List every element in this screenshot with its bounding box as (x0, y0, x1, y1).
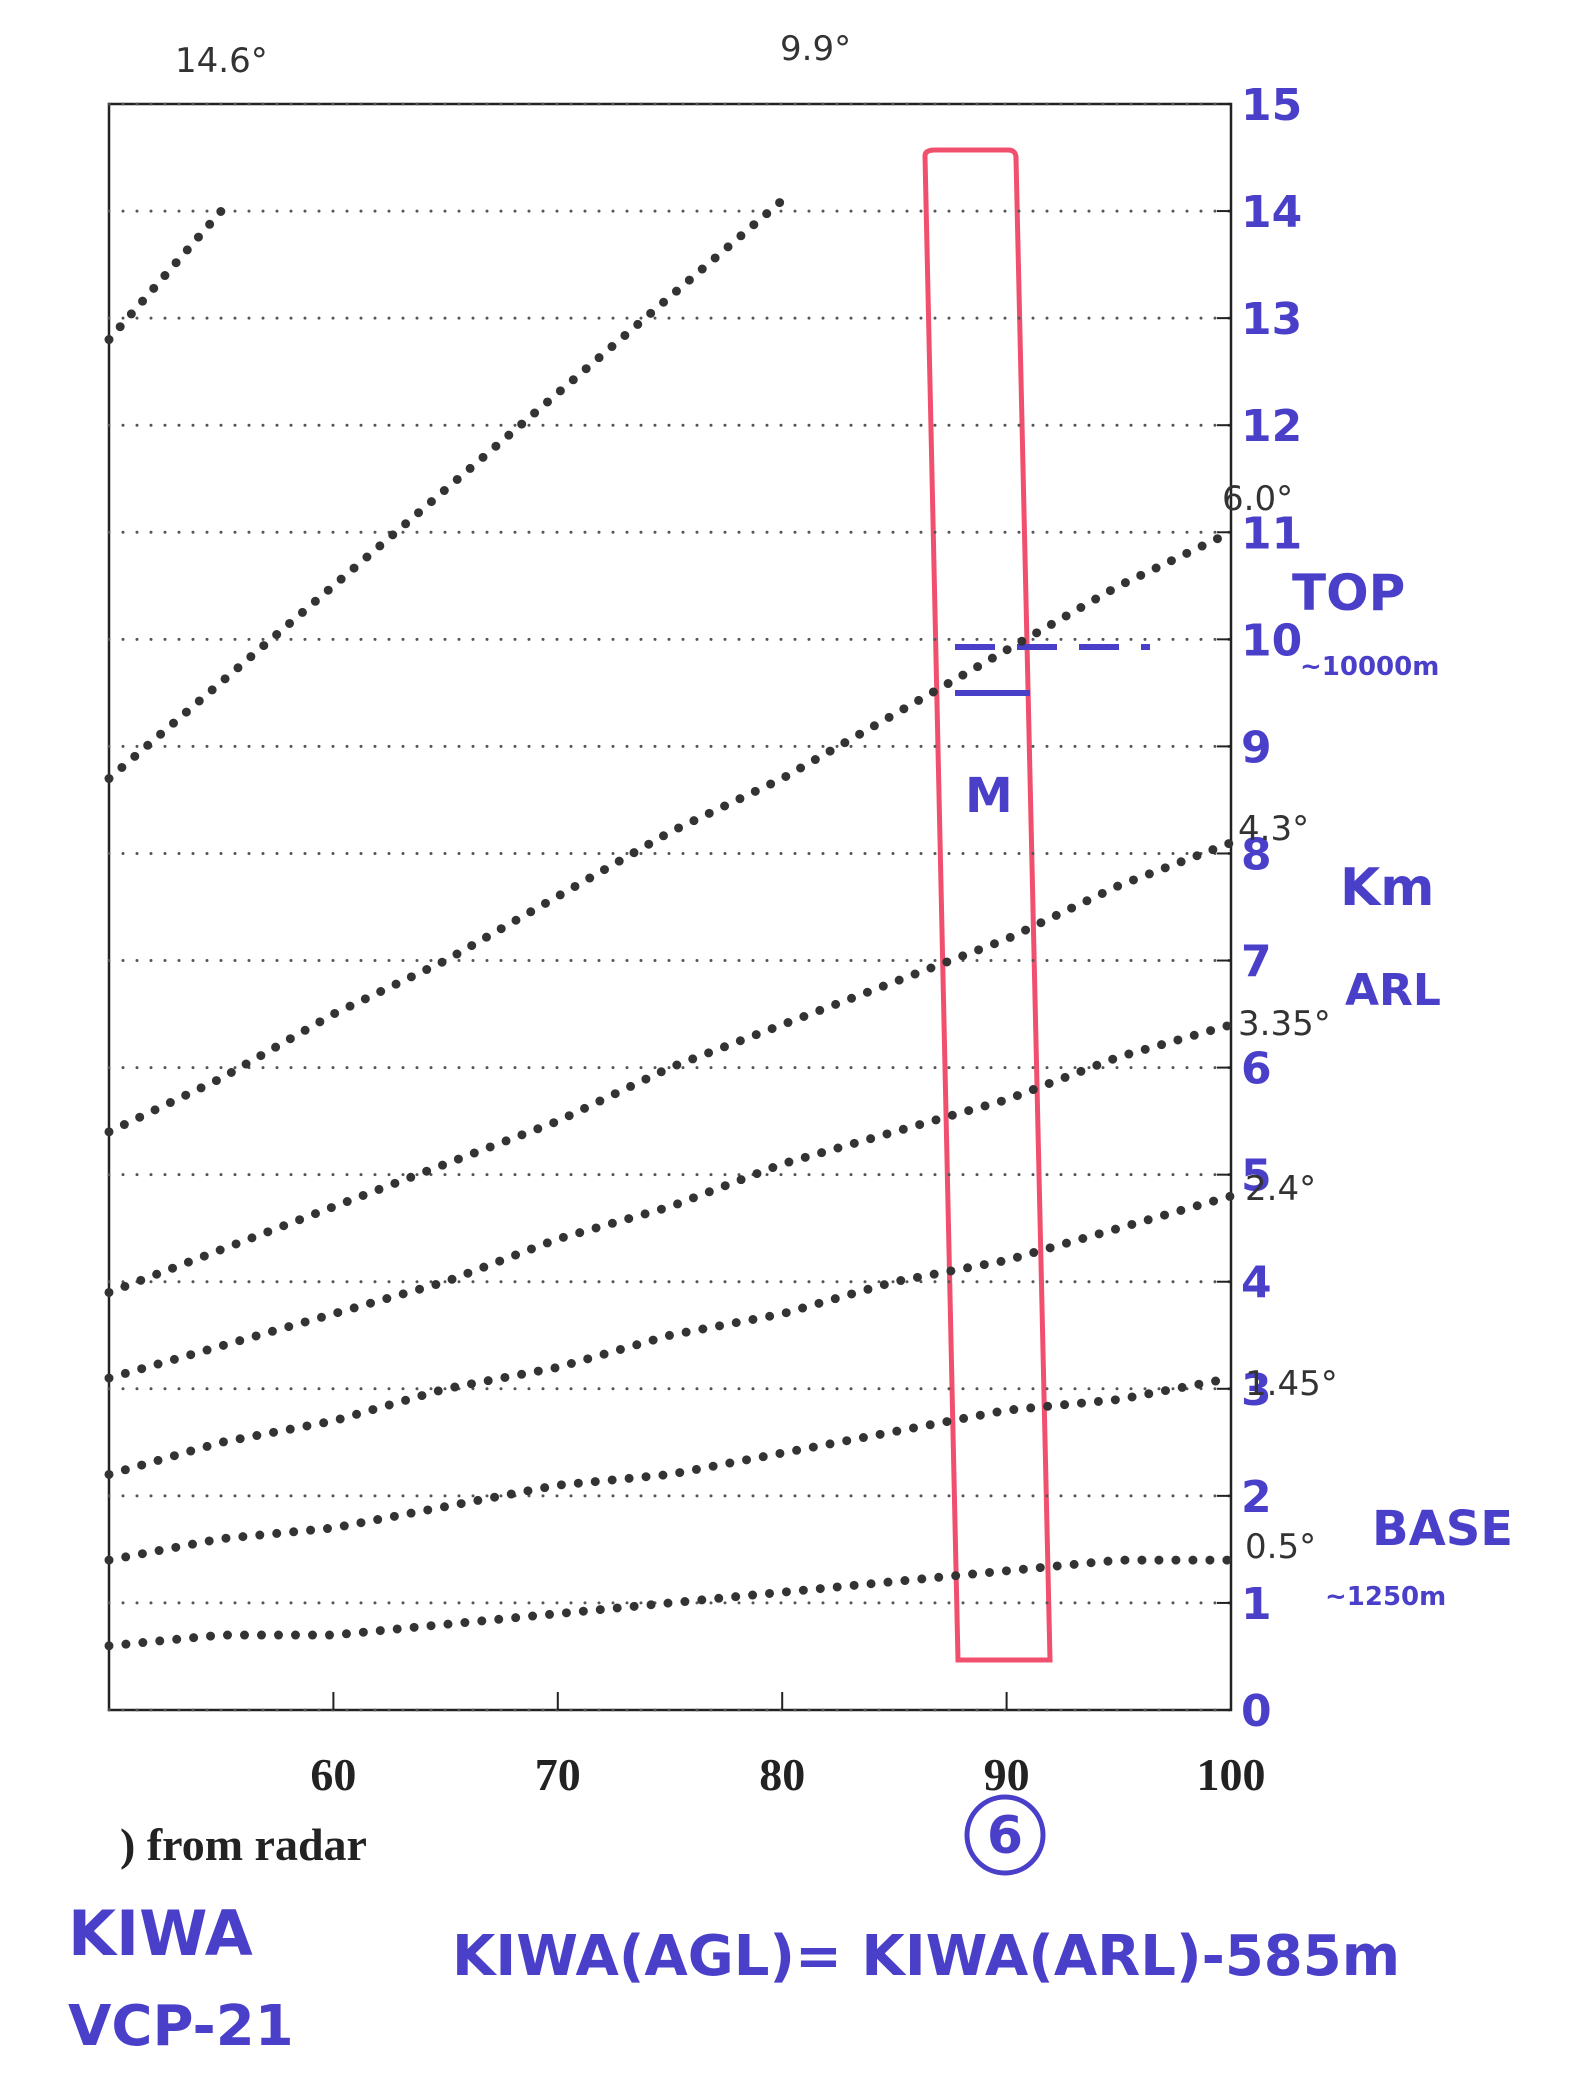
reference-label: ARL (1345, 965, 1441, 1016)
y-tick-label: 3 (1241, 1365, 1272, 1416)
station-label: KIWA (68, 1897, 253, 1970)
y-tick-label: 8 (1241, 829, 1272, 880)
plot-frame (107, 102, 1233, 1712)
top-value: ~10000m (1300, 652, 1439, 682)
series-label: 9.9° (780, 29, 851, 69)
beam-center (104, 195, 787, 784)
beam-center (104, 1191, 1236, 1479)
series-label: 14.6° (175, 41, 268, 81)
y-tick-label: 2 (1241, 1472, 1272, 1523)
y-tick-label: 1 (1241, 1579, 1272, 1630)
series-label: 4.3° (1238, 809, 1309, 849)
beam-center (104, 206, 226, 345)
base-value: ~1250m (1325, 1582, 1446, 1612)
series-label: 1.45° (1245, 1364, 1338, 1404)
scan-pattern: VCP-21 (68, 1994, 294, 2059)
y-tick-label: 6 (1241, 1044, 1272, 1095)
x-axis-label: ) from radar (120, 1819, 367, 1870)
y-tick-label: 14 (1241, 187, 1302, 238)
x-tick-label: 80 (759, 1749, 805, 1800)
top-label: TOP (1292, 564, 1405, 622)
y-tick-label: 11 (1241, 508, 1302, 559)
series-label: 3.35° (1238, 1004, 1331, 1044)
y-tick-label: 9 (1241, 722, 1272, 773)
panel-number: 6 (987, 1806, 1023, 1866)
x-tick-label: 60 (310, 1749, 356, 1800)
x-tick-label: 90 (984, 1749, 1030, 1800)
beam-center (104, 1020, 1236, 1383)
y-tick-label: 13 (1241, 294, 1302, 345)
series-label: 2.4° (1245, 1169, 1316, 1209)
y-tick-label: 5 (1241, 1151, 1272, 1202)
series-label: 0.5° (1245, 1527, 1316, 1567)
y-tick-label: 15 (1241, 80, 1302, 131)
unit-label: Km (1340, 858, 1434, 918)
x-tick-label: 70 (535, 1749, 581, 1800)
y-tick-label: 7 (1241, 937, 1272, 988)
base-label: BASE (1372, 1501, 1513, 1557)
series-label: 6.0° (1222, 479, 1293, 519)
beam-center (104, 527, 1236, 1137)
y-tick-label: 10 (1241, 615, 1302, 666)
beam-center (104, 1555, 1236, 1651)
highlight-box (922, 147, 1053, 1663)
beam-center (104, 1373, 1236, 1565)
y-tick-label: 0 (1241, 1686, 1272, 1737)
x-tick-label: 100 (1197, 1749, 1266, 1800)
beam-center (104, 838, 1236, 1297)
letter-label: M (965, 768, 1013, 824)
formula: KIWA(AGL)= KIWA(ARL)-585m (452, 1924, 1400, 1989)
y-tick-label: 4 (1241, 1258, 1272, 1309)
y-tick-label: 12 (1241, 401, 1302, 452)
panel-circle (964, 1794, 1046, 1876)
